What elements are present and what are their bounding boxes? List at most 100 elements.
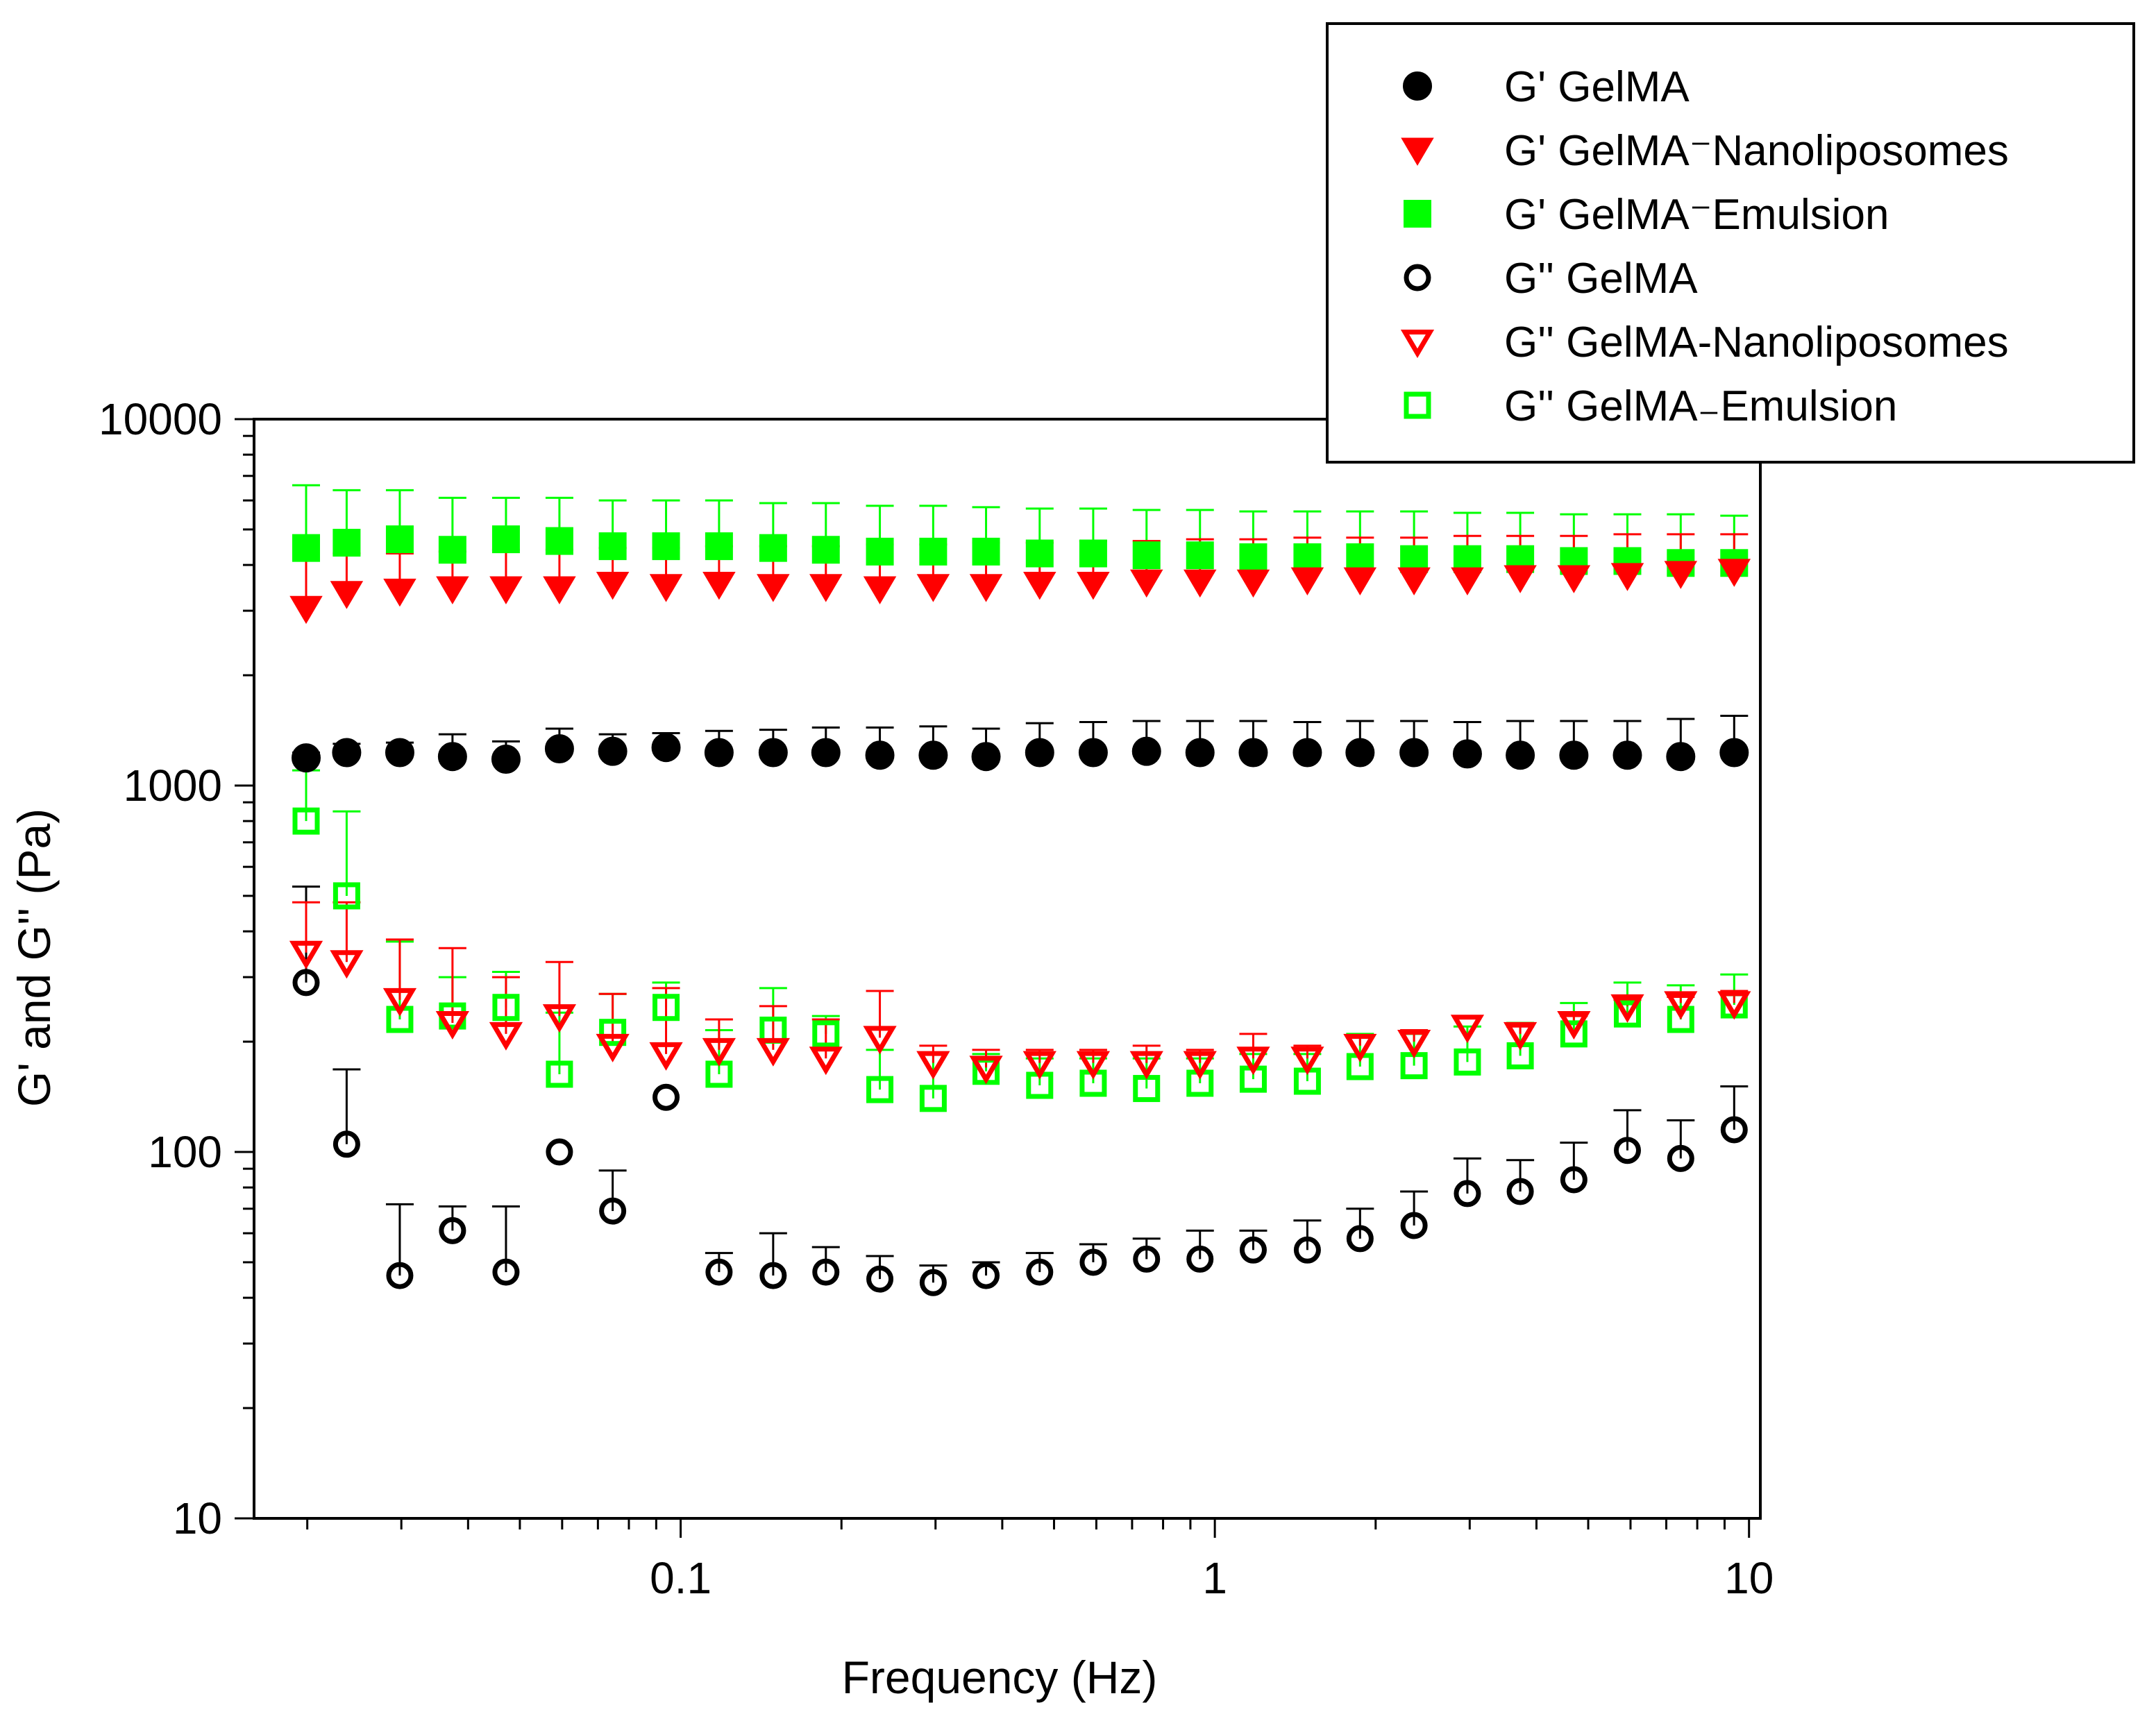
x-tick-label: 10: [1724, 1553, 1774, 1603]
data-point: [919, 1269, 947, 1296]
data-point: [705, 1258, 733, 1286]
data-point: [385, 738, 414, 768]
data-point: [759, 534, 787, 562]
legend-marker: [1404, 264, 1431, 291]
tick-labels: 10 100 1000 10000 0.1 1 10: [99, 394, 1774, 1603]
data-point: [1239, 1236, 1267, 1264]
data-point: [1238, 738, 1268, 768]
data-point: [1186, 1245, 1214, 1273]
data-point: [546, 1138, 573, 1166]
marker-series: [291, 733, 1749, 774]
data-point: [1079, 1248, 1107, 1276]
data-point: [1236, 1046, 1270, 1076]
data-point: [599, 1019, 627, 1046]
legend-label: G' GelMA: [1504, 63, 1690, 111]
data-point: [866, 1076, 894, 1103]
data-point: [332, 882, 360, 910]
data-point: [1719, 738, 1749, 768]
data-point: [438, 536, 466, 564]
data-point: [1664, 991, 1698, 1020]
legend-marker: [1403, 71, 1432, 101]
data-point: [1290, 1046, 1324, 1076]
data-point: [652, 532, 680, 561]
data-point: [1667, 1144, 1694, 1172]
data-point: [289, 940, 323, 969]
x-tick-label: 1: [1202, 1553, 1227, 1603]
data-point: [545, 527, 573, 555]
data-point: [1397, 567, 1431, 595]
data-point: [651, 733, 681, 763]
data-point: [649, 574, 683, 602]
data-point: [1504, 565, 1537, 593]
data-point: [1343, 1033, 1377, 1062]
data-point: [1503, 1021, 1538, 1051]
marker-series: [292, 969, 1748, 1296]
data-point: [1399, 738, 1429, 768]
data-point: [1557, 1011, 1591, 1040]
data-point: [1183, 569, 1217, 598]
data-point: [1610, 563, 1644, 591]
data-point: [865, 740, 895, 770]
y-tick-label: 100: [148, 1127, 222, 1177]
data-point: [598, 532, 627, 561]
data-point: [649, 1042, 683, 1071]
data-point: [1506, 1178, 1534, 1205]
data-point: [971, 742, 1001, 772]
data-point: [492, 1258, 520, 1286]
data-point: [382, 987, 417, 1017]
data-point: [702, 1037, 736, 1067]
data-point: [437, 742, 467, 772]
data-markers: [289, 525, 1751, 1296]
data-point: [332, 1130, 360, 1158]
data-point: [1077, 571, 1110, 600]
legend-marker: [1401, 137, 1434, 166]
data-point: [1185, 738, 1215, 768]
data-point: [546, 1060, 573, 1088]
data-point: [1343, 567, 1377, 595]
marker-series: [289, 559, 1751, 625]
axis-ticks: [235, 418, 1751, 1538]
error-bar-series: [292, 885, 1749, 1283]
data-point: [1451, 567, 1484, 595]
data-point: [918, 740, 948, 770]
legend-label: G'' GelMA-Nanoliposomes: [1504, 319, 2009, 366]
data-point: [809, 574, 843, 602]
y-tick-label: 10000: [99, 394, 222, 444]
data-point: [652, 1083, 680, 1111]
data-point: [812, 1258, 840, 1286]
data-point: [919, 1085, 947, 1112]
data-point: [1346, 1225, 1374, 1253]
data-point: [489, 1021, 523, 1051]
data-point: [702, 571, 736, 600]
data-point: [866, 1265, 894, 1293]
data-point: [1664, 561, 1698, 589]
data-point: [652, 994, 680, 1021]
data-point: [386, 1262, 414, 1289]
plot-border: [253, 418, 1762, 1520]
data-point: [758, 738, 788, 768]
data-point: [439, 1216, 466, 1244]
data-point: [292, 807, 320, 835]
data-point: [1559, 740, 1589, 770]
data-point: [291, 743, 321, 773]
data-point: [812, 1020, 840, 1048]
data-point: [543, 576, 576, 604]
y-tick-label: 1000: [124, 761, 222, 811]
data-point: [542, 1004, 577, 1033]
legend-label: G'' GelMA₋Emulsion: [1504, 382, 1897, 430]
data-point: [1130, 569, 1163, 598]
y-axis-title: G' and G'' (Pa): [8, 808, 60, 1107]
data-point: [596, 571, 630, 600]
data-point: [383, 578, 416, 607]
data-point: [1183, 1051, 1217, 1080]
data-point: [705, 532, 733, 561]
data-point: [596, 1033, 630, 1062]
data-point: [969, 1056, 1003, 1085]
data-point: [1717, 559, 1751, 587]
data-point: [491, 525, 520, 554]
data-point: [435, 1011, 469, 1040]
data-point: [1560, 1020, 1587, 1048]
legend-box: [1326, 22, 2135, 464]
data-point: [1078, 738, 1108, 768]
data-point: [1025, 539, 1054, 568]
